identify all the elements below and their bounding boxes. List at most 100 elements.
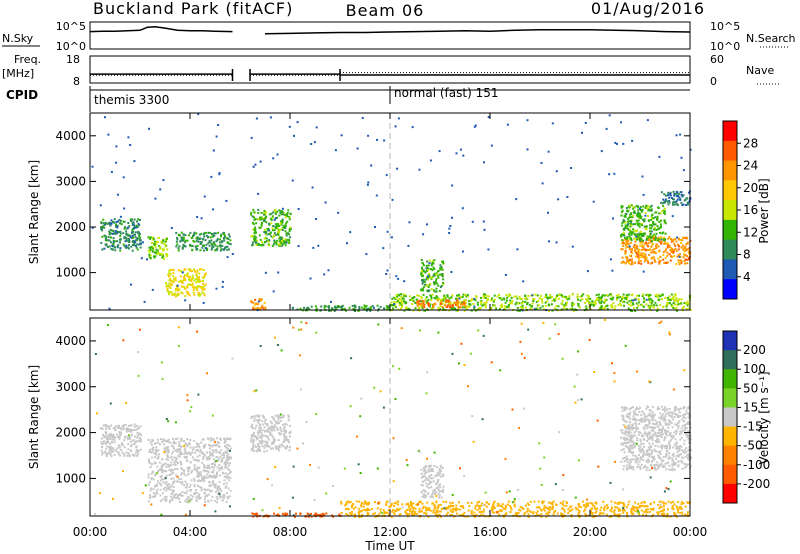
scatter-cell — [102, 225, 105, 228]
scatter-cell — [613, 172, 616, 175]
scatter-cell — [202, 438, 205, 441]
scatter-cell — [177, 289, 179, 292]
scatter-cell — [264, 440, 267, 443]
scatter-cell — [180, 462, 182, 465]
scatter-cell — [647, 431, 650, 434]
scatter-cell — [171, 293, 174, 296]
scatter-cell — [626, 218, 629, 221]
scatter-cell — [282, 226, 285, 229]
scatter-cell — [656, 310, 659, 312]
scatter-cell — [662, 236, 665, 239]
scatter-cell — [268, 213, 271, 216]
scatter-cell — [177, 454, 180, 457]
scatter-cell — [192, 286, 195, 289]
scatter-cell — [394, 304, 397, 307]
scatter-cell — [180, 291, 183, 294]
scatter-cell — [687, 502, 690, 505]
scatter-cell — [666, 299, 669, 302]
scatter-cell — [425, 269, 428, 272]
scatter-cell — [679, 197, 682, 200]
scatter-cell — [277, 244, 280, 247]
scatter-cell — [666, 254, 669, 257]
scatter-cell — [680, 431, 683, 434]
scatter-cell — [386, 230, 389, 233]
scatter-cell — [571, 301, 574, 304]
scatter-cell — [225, 500, 228, 503]
scatter-cell — [172, 477, 175, 480]
scatter-cell — [263, 308, 266, 310]
scatter-cell — [195, 273, 198, 276]
scatter-cell — [640, 420, 643, 423]
scatter-cell — [209, 484, 212, 487]
scatter-cell — [337, 211, 340, 214]
scatter-cell — [110, 434, 113, 437]
scatter-cell — [279, 222, 282, 225]
scatter-cell — [519, 305, 522, 308]
scatter-cell — [420, 468, 423, 471]
scatter-cell — [265, 514, 268, 517]
colorbar-tick-label: 12 — [743, 225, 758, 239]
scatter-cell — [661, 232, 664, 235]
scatter-cell — [481, 513, 484, 516]
scatter-cell — [464, 302, 467, 305]
scatter-cell — [183, 491, 186, 494]
scatter-cell — [421, 303, 424, 306]
scatter-cell — [158, 245, 160, 247]
colorbar-swatch — [723, 200, 737, 221]
scatter-cell — [439, 267, 442, 270]
scatter-cell — [427, 483, 430, 486]
scatter-cell — [189, 439, 192, 441]
scatter-cell — [288, 446, 291, 449]
scatter-cell — [439, 299, 442, 302]
scatter-cell — [664, 256, 667, 259]
scatter-cell — [684, 258, 687, 261]
scatter-cell — [156, 465, 159, 468]
scatter-cell — [427, 469, 430, 472]
scatter-cell — [266, 443, 269, 446]
scatter-cell — [117, 453, 120, 456]
scatter-cell — [432, 274, 435, 277]
scatter-cell — [188, 279, 191, 282]
scatter-cell — [139, 218, 141, 221]
scatter-cell — [210, 490, 213, 493]
scatter-cell — [210, 248, 213, 251]
scatter-cell — [613, 308, 616, 310]
scatter-cell — [556, 294, 559, 297]
scatter-cell — [130, 219, 132, 222]
scatter-cell — [553, 298, 555, 301]
scatter-cell — [133, 233, 136, 236]
scatter-cell — [620, 211, 623, 214]
scatter-cell — [599, 509, 602, 512]
scatter-cell — [186, 272, 189, 275]
scatter-cell — [112, 436, 114, 439]
scatter-cell — [535, 506, 538, 509]
scatter-cell — [271, 216, 274, 219]
scatter-cell — [136, 248, 139, 251]
scatter-cell — [420, 300, 422, 303]
scatter-cell — [603, 507, 606, 510]
scatter-cell — [425, 296, 428, 299]
scatter-cell — [409, 504, 412, 507]
scatter-cell — [221, 280, 224, 283]
scatter-cell — [191, 456, 194, 459]
scatter-cell — [685, 412, 688, 415]
scatter-cell — [212, 482, 214, 485]
scatter-cell — [197, 443, 200, 446]
scatter-cell — [445, 300, 448, 303]
scatter-cell — [439, 510, 442, 513]
scatter-cell — [586, 504, 589, 507]
scatter-cell — [272, 447, 275, 450]
scatter-cell — [618, 513, 621, 516]
scatter-cell — [105, 431, 108, 434]
scatter-cell — [297, 245, 300, 248]
scatter-cell — [430, 297, 433, 300]
scatter-cell — [675, 240, 678, 243]
scatter-cell — [385, 503, 388, 506]
scatter-cell — [492, 502, 495, 505]
scatter-cell — [527, 516, 530, 518]
scatter-cell — [673, 512, 675, 515]
scatter-cell — [180, 236, 183, 239]
scatter-cell — [368, 501, 371, 504]
scatter-cell — [257, 242, 260, 245]
scatter-cell — [205, 458, 208, 461]
